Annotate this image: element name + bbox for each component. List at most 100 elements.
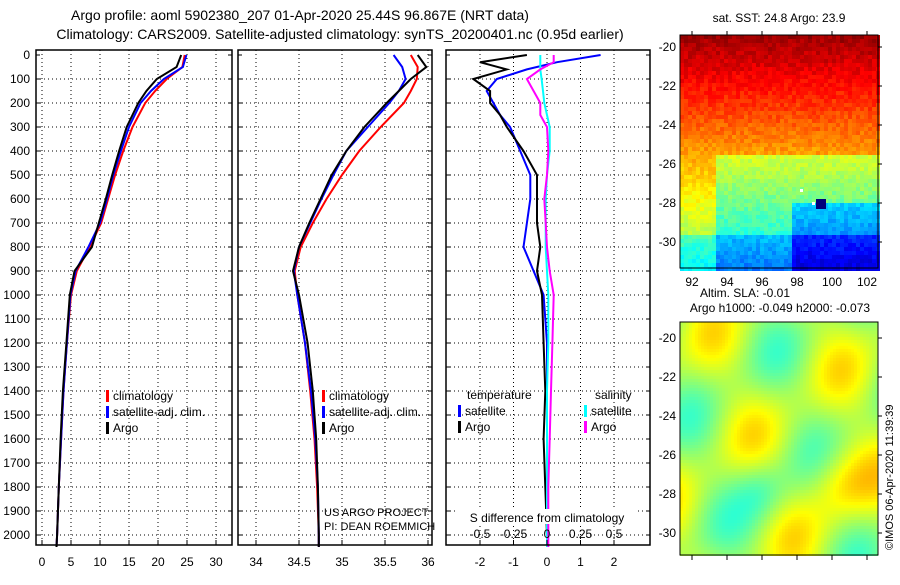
map-cell [852, 183, 856, 187]
map-cell [698, 391, 701, 394]
map-cell [722, 373, 725, 376]
map-cell [808, 235, 812, 239]
map-cell [872, 183, 876, 187]
map-cell [851, 382, 854, 385]
map-cell [680, 167, 684, 171]
map-cell [833, 325, 836, 328]
map-cell [852, 163, 856, 167]
map-cell [785, 367, 788, 370]
map-cell [773, 331, 776, 334]
map-cell [872, 370, 875, 373]
map-cell [866, 343, 869, 346]
map-cell [860, 223, 864, 227]
map-cell [794, 340, 797, 343]
map-cell [864, 235, 868, 239]
map-cell [748, 91, 752, 95]
map-cell [704, 43, 708, 47]
map-cell [724, 35, 728, 39]
map-cell [748, 151, 752, 155]
map-cell [724, 95, 728, 99]
map-cell [788, 55, 792, 59]
map-cell [815, 352, 818, 355]
map-cell [848, 379, 851, 382]
map-cell [863, 325, 866, 328]
map-cell [818, 370, 821, 373]
map-cell [872, 251, 876, 255]
map-cell [869, 382, 872, 385]
map-cell [725, 328, 728, 331]
map-cell [794, 349, 797, 352]
map-cell [872, 382, 875, 385]
map-cell [780, 99, 784, 103]
map-cell [784, 143, 788, 147]
map-cell [839, 325, 842, 328]
map-cell [780, 159, 784, 163]
map-cell [767, 370, 770, 373]
map-cell [868, 95, 872, 99]
map-cell [708, 127, 712, 131]
map-cell [700, 251, 704, 255]
map-cell [737, 397, 740, 400]
map-cell [704, 111, 708, 115]
map-cell [820, 163, 824, 167]
map-cell [827, 337, 830, 340]
map-cell [696, 227, 700, 231]
map-cell [854, 367, 857, 370]
map-cell [821, 373, 824, 376]
map-cell [764, 349, 767, 352]
map-cell [756, 187, 760, 191]
map-cell [680, 191, 684, 195]
map-cell [842, 382, 845, 385]
map-cell [848, 231, 852, 235]
map-cell [868, 207, 872, 211]
map-cell [857, 382, 860, 385]
map-cell [734, 385, 737, 388]
map-cell [784, 179, 788, 183]
map-cell [794, 334, 797, 337]
map-cell [780, 199, 784, 203]
map-cell [868, 107, 872, 111]
map-cell [728, 175, 732, 179]
map-cell [724, 235, 728, 239]
map-cell [833, 382, 836, 385]
map-cell [803, 367, 806, 370]
map-cell [788, 107, 792, 111]
map-cell [812, 43, 816, 47]
map-cell [848, 99, 852, 103]
map-cell [792, 135, 796, 139]
y-tick-label: 400 [10, 144, 30, 158]
map-cell [708, 179, 712, 183]
map-cell [704, 179, 708, 183]
map-cell [716, 139, 720, 143]
map-cell [804, 147, 808, 151]
map-cell [710, 361, 713, 364]
map-cell [752, 325, 755, 328]
map-cell [695, 379, 698, 382]
map-cell [728, 203, 732, 207]
map-cell [796, 199, 800, 203]
map-cell [770, 388, 773, 391]
map-cell [692, 247, 696, 251]
map-cell [696, 195, 700, 199]
map-cell [836, 331, 839, 334]
map-cell [836, 39, 840, 43]
map-cell [707, 331, 710, 334]
map-cell [803, 343, 806, 346]
map-cell [761, 334, 764, 337]
map-cell [740, 135, 744, 139]
map-cell [857, 358, 860, 361]
map-cell [856, 143, 860, 147]
map-cell [839, 370, 842, 373]
map-cell [824, 337, 827, 340]
map-cell [728, 255, 732, 259]
map-cell [744, 99, 748, 103]
map-cell [868, 71, 872, 75]
legend-label: Argo [465, 420, 491, 434]
map-cell [772, 139, 776, 143]
map-cell [704, 131, 708, 135]
map-cell [809, 325, 812, 328]
map-cell [856, 51, 860, 55]
map-cell [725, 331, 728, 334]
map-cell [732, 203, 736, 207]
map-cell [856, 255, 860, 259]
